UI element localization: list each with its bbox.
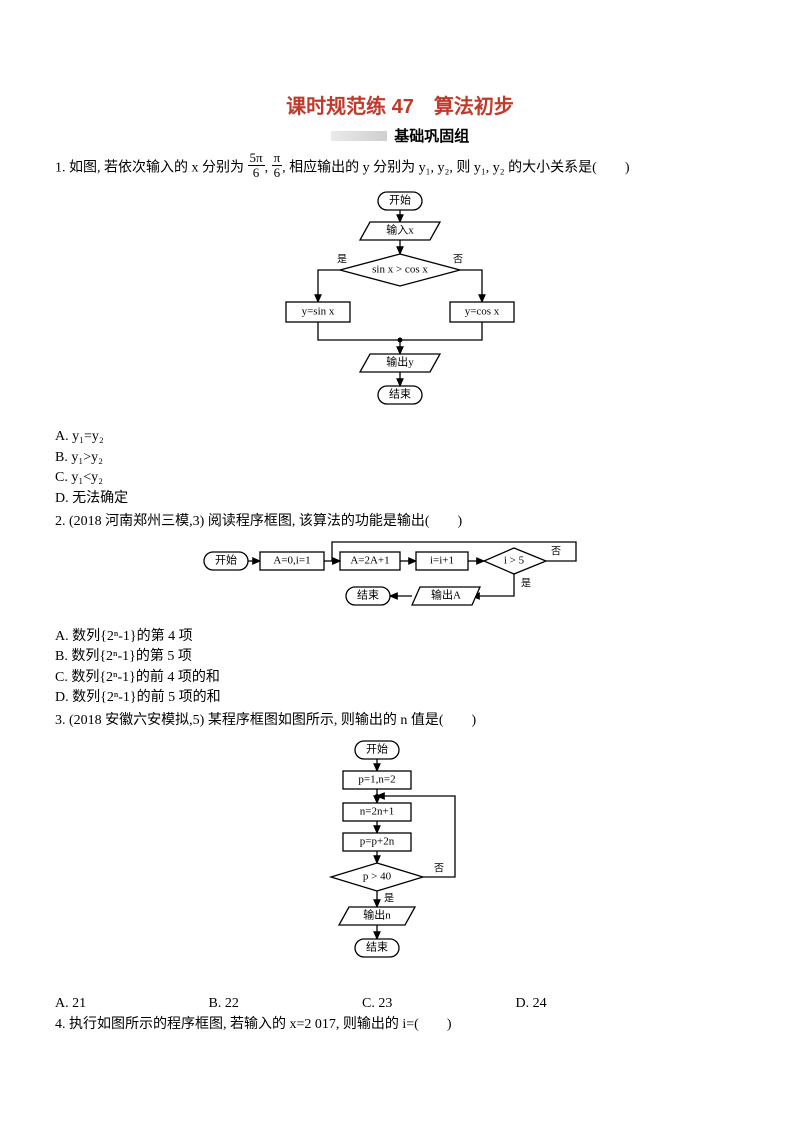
doc-title: 课时规范练 47 算法初步 — [55, 90, 745, 119]
q1-options: A. y₁=y₂ B. y₁>y₂ C. y₁<y₂ D. 无法确定 — [55, 427, 745, 508]
q3-options: A. 21 B. 22 C. 23 D. 24 — [55, 996, 745, 1012]
q2-optA: A. 数列{2ⁿ-1}的第 4 项 — [55, 627, 745, 647]
subtitle-row: 基础巩固组 — [55, 125, 745, 146]
svg-text:开始: 开始 — [389, 193, 411, 207]
q1-post: , 相应输出的 y 分别为 y₁, y₂, 则 y₁, y₂ 的大小关系是( ) — [282, 160, 629, 175]
subtitle-bar — [331, 131, 387, 141]
q1-optD: D. 无法确定 — [55, 489, 745, 509]
q1-optC: C. y₁<y₂ — [55, 468, 745, 488]
svg-text:开始: 开始 — [366, 742, 388, 756]
q3-optB: B. 22 — [209, 996, 359, 1012]
q1-flowchart: 开始 输入x sin x > cos x 是 y=sin x 否 y=cos x — [55, 188, 745, 423]
svg-text:输出n: 输出n — [363, 908, 391, 922]
q4-stem: 4. 执行如图所示的程序框图, 若输入的 x=2 017, 则输出的 i=( ) — [55, 1014, 745, 1035]
svg-text:输出A: 输出A — [431, 587, 461, 601]
q2-flowchart: 开始 A=0,i=1 A=2A+1 i=i+1 i > 5 否 是 输出A 结束 — [55, 538, 745, 623]
svg-text:是: 是 — [521, 577, 531, 589]
svg-text:A=0,i=1: A=0,i=1 — [273, 554, 310, 566]
page: 课时规范练 47 算法初步 基础巩固组 1. 如图, 若依次输入的 x 分别为 … — [0, 0, 800, 1075]
svg-text:结束: 结束 — [389, 388, 411, 401]
q1-optA: A. y₁=y₂ — [55, 427, 745, 447]
svg-text:i=i+1: i=i+1 — [430, 554, 454, 566]
svg-text:开始: 开始 — [215, 552, 237, 566]
svg-text:输出y: 输出y — [386, 355, 414, 369]
q2-stem: 2. (2018 河南郑州三模,3) 阅读程序框图, 该算法的功能是输出( ) — [55, 511, 745, 532]
svg-text:sin x > cos x: sin x > cos x — [372, 264, 428, 276]
svg-text:否: 否 — [551, 545, 561, 557]
svg-text:p=p+2n: p=p+2n — [360, 836, 395, 848]
svg-text:输入x: 输入x — [386, 223, 414, 237]
svg-text:A=2A+1: A=2A+1 — [350, 554, 389, 566]
svg-text:结束: 结束 — [366, 941, 388, 954]
svg-text:p > 40: p > 40 — [363, 871, 392, 883]
q3-stem: 3. (2018 安徽六安模拟,5) 某程序框图如图所示, 则输出的 n 值是(… — [55, 710, 745, 731]
svg-text:否: 否 — [434, 862, 444, 874]
svg-text:n=2n+1: n=2n+1 — [360, 806, 394, 818]
q1-frac1: 5π6 — [248, 151, 265, 179]
q2-options: A. 数列{2ⁿ-1}的第 4 项 B. 数列{2ⁿ-1}的第 5 项 C. 数… — [55, 627, 745, 708]
q3-optC: C. 23 — [362, 996, 512, 1012]
q1-optB: B. y₁>y₂ — [55, 448, 745, 468]
svg-text:y=cos x: y=cos x — [465, 306, 500, 318]
q2-optD: D. 数列{2ⁿ-1}的前 5 项的和 — [55, 688, 745, 708]
q2-optB: B. 数列{2ⁿ-1}的第 5 项 — [55, 647, 745, 667]
svg-text:p=1,n=2: p=1,n=2 — [358, 774, 395, 786]
subtitle-text: 基础巩固组 — [394, 128, 469, 145]
svg-text:结束: 结束 — [357, 588, 379, 601]
q1-pre: 1. 如图, 若依次输入的 x 分别为 — [55, 160, 248, 175]
svg-text:是: 是 — [337, 254, 347, 266]
svg-text:是: 是 — [384, 892, 394, 904]
svg-text:否: 否 — [453, 254, 463, 266]
q1-stem: 1. 如图, 若依次输入的 x 分别为 5π6, π6, 相应输出的 y 分别为… — [55, 154, 745, 182]
q1-frac2: π6 — [272, 151, 283, 179]
q3-optD: D. 24 — [516, 996, 666, 1012]
svg-text:i > 5: i > 5 — [504, 554, 525, 566]
q2-optC: C. 数列{2ⁿ-1}的前 4 项的和 — [55, 668, 745, 688]
q3-flowchart: 开始 p=1,n=2 n=2n+1 p=p+2n p > 40 否 是 输出n — [55, 737, 745, 992]
svg-text:y=sin x: y=sin x — [302, 306, 335, 318]
q3-optA: A. 21 — [55, 996, 205, 1012]
